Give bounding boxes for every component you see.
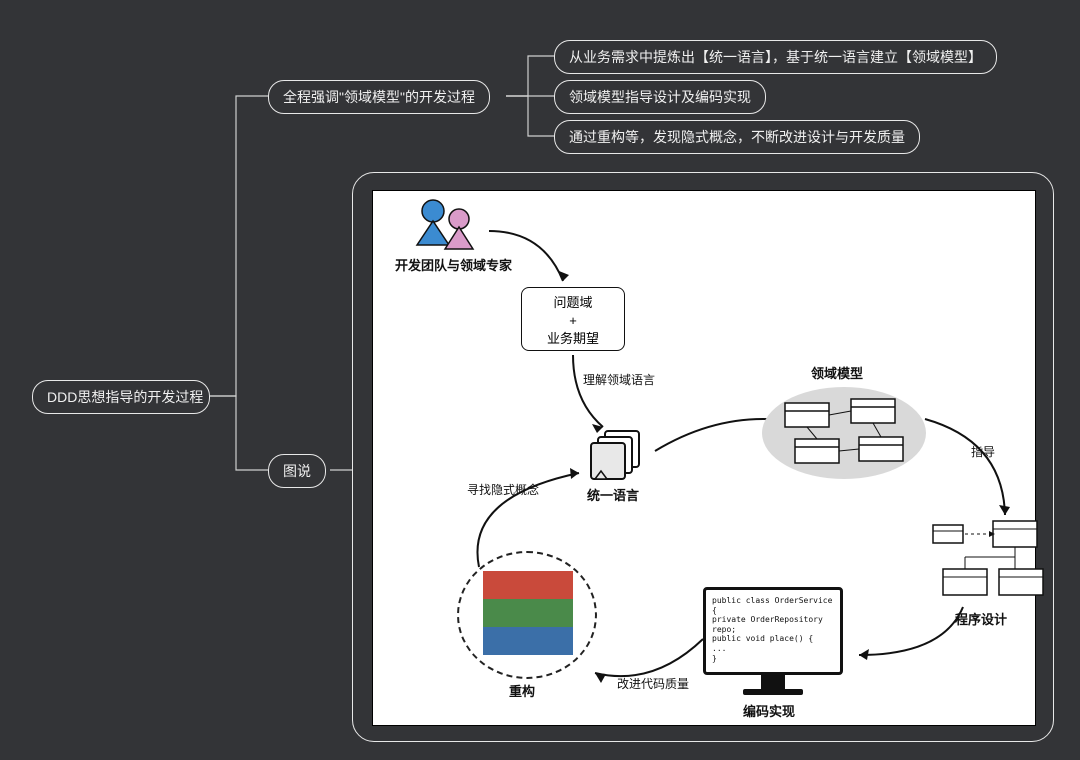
find-implicit-label: 寻找隐式概念 bbox=[467, 481, 539, 498]
branch1-child-0: 从业务需求中提炼出【统一语言】，基于统一语言建立【领域模型】 bbox=[554, 40, 997, 74]
branch1-node: 全程强调"领域模型"的开发过程 bbox=[268, 80, 490, 114]
branch2-label: 图说 bbox=[283, 463, 311, 479]
team-actors-icon bbox=[409, 197, 483, 255]
domain-model-icon bbox=[759, 383, 929, 483]
arrow-design-coding bbox=[843, 599, 973, 669]
understand-label: 理解领域语言 bbox=[583, 371, 655, 388]
refactor-label: 重构 bbox=[509, 681, 535, 700]
root-node: DDD思想指导的开发过程 bbox=[32, 380, 210, 414]
refactor-bars-icon bbox=[483, 571, 573, 655]
improve-code-label: 改进代码质量 bbox=[617, 675, 689, 692]
guide-label: 指导 bbox=[971, 443, 995, 460]
arrow-model-design bbox=[913, 411, 1033, 531]
program-design-icon bbox=[929, 517, 1049, 607]
branch2-node: 图说 bbox=[268, 454, 326, 488]
branch1-label: 全程强调"领域模型"的开发过程 bbox=[283, 89, 475, 105]
root-label: DDD思想指导的开发过程 bbox=[47, 389, 203, 405]
inner-diagram: 开发团队与领域专家 问题域 + 业务期望 理解领域语言 统一语言 领域模型 bbox=[372, 190, 1036, 726]
problem-box: 问题域 + 业务期望 bbox=[521, 287, 625, 351]
branch1-child-1: 领域模型指导设计及编码实现 bbox=[554, 80, 766, 114]
coding-label: 编码实现 bbox=[743, 701, 795, 720]
domain-model-label: 领域模型 bbox=[811, 363, 863, 382]
coding-monitor-icon: public class OrderService { private Orde… bbox=[703, 587, 843, 695]
branch1-child-2: 通过重构等，发现隐式概念，不断改进设计与开发质量 bbox=[554, 120, 920, 154]
